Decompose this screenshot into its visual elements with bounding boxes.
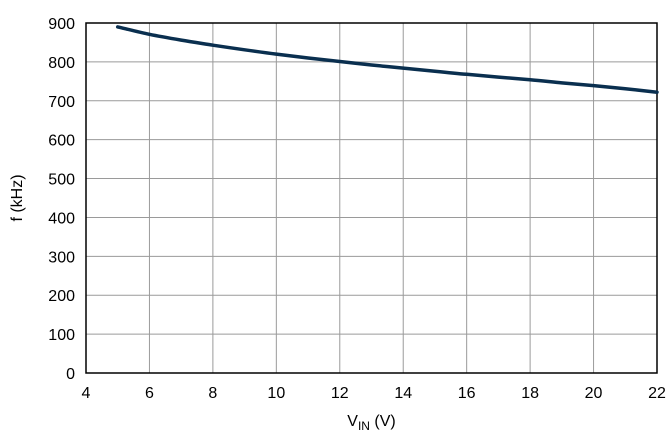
y-tick-label: 400 bbox=[48, 210, 75, 227]
y-tick-label: 300 bbox=[48, 249, 75, 266]
y-tick-label: 0 bbox=[66, 366, 75, 383]
x-tick-label: 20 bbox=[585, 385, 603, 402]
x-axis-label-subscript: IN bbox=[358, 419, 370, 433]
x-tick-label: 22 bbox=[648, 385, 666, 402]
x-axis-label-main: V bbox=[347, 413, 358, 430]
x-tick-label: 18 bbox=[521, 385, 539, 402]
x-tick-label: 10 bbox=[267, 385, 285, 402]
y-tick-label: 900 bbox=[48, 16, 75, 33]
x-tick-label: 4 bbox=[82, 385, 91, 402]
x-axis-label-unit: (V) bbox=[370, 413, 396, 430]
y-tick-label: 700 bbox=[48, 94, 75, 111]
y-tick-label: 200 bbox=[48, 288, 75, 305]
y-axis-label: f (kHz) bbox=[9, 174, 26, 221]
series-line bbox=[115, 25, 659, 94]
series-group bbox=[115, 25, 659, 94]
y-tick-label: 800 bbox=[48, 55, 75, 72]
grid bbox=[85, 22, 658, 374]
x-tick-label: 6 bbox=[145, 385, 154, 402]
y-tick-label: 600 bbox=[48, 133, 75, 150]
x-tick-labels: 4 6 8 10 12 14 16 18 20 22 bbox=[82, 385, 666, 402]
y-tick-label: 500 bbox=[48, 172, 75, 189]
x-axis-label: VIN (V) bbox=[347, 413, 395, 433]
x-tick-label: 8 bbox=[208, 385, 217, 402]
y-tick-labels: 0 100 200 300 400 500 600 700 800 900 bbox=[48, 16, 75, 383]
plot-frame bbox=[85, 22, 658, 374]
x-tick-label: 12 bbox=[331, 385, 349, 402]
x-tick-label: 14 bbox=[394, 385, 412, 402]
y-tick-label: 100 bbox=[48, 327, 75, 344]
x-tick-label: 16 bbox=[458, 385, 476, 402]
